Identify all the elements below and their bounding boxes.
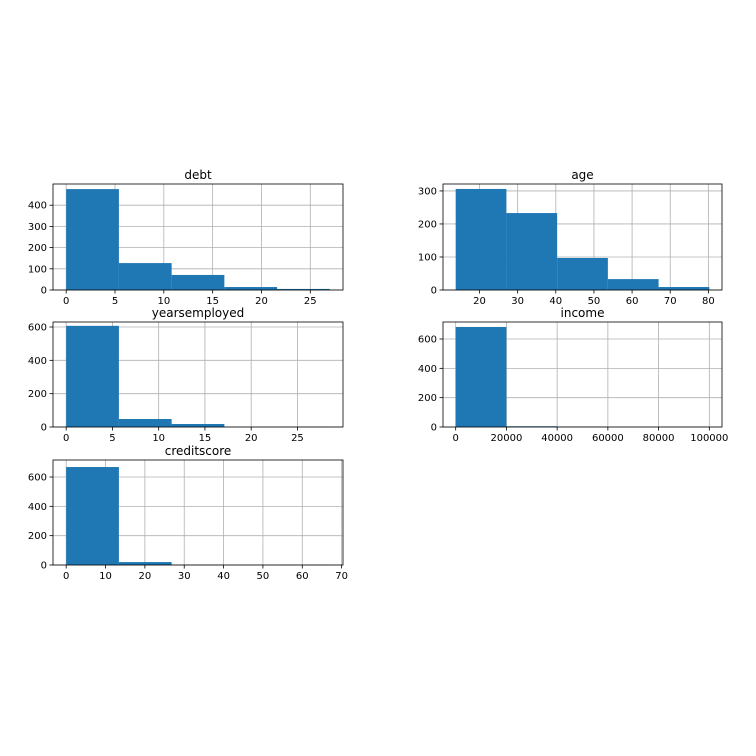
y-tick-label: 200 xyxy=(418,393,437,404)
x-tick-label: 0 xyxy=(63,296,69,307)
x-tick-label: 70 xyxy=(664,296,677,307)
bar xyxy=(171,424,225,427)
x-tick-label: 20 xyxy=(139,571,152,582)
x-tick-label: 5 xyxy=(109,433,115,444)
subplot-title: yearsemployed xyxy=(152,306,245,320)
axes-frame xyxy=(442,321,723,428)
axes-frame xyxy=(52,321,344,428)
subplot-title: creditscore xyxy=(165,444,232,458)
bar xyxy=(455,188,507,290)
x-tick-label: 40000 xyxy=(541,433,573,444)
x-tick-label: 10 xyxy=(152,433,165,444)
bar xyxy=(118,562,172,565)
y-tick-label: 600 xyxy=(28,323,47,334)
x-tick-label: 60000 xyxy=(592,433,624,444)
bar xyxy=(118,419,172,427)
bar xyxy=(66,189,119,290)
y-tick-label: 400 xyxy=(28,201,47,212)
y-tick-label: 400 xyxy=(418,364,437,375)
x-tick-label: 50 xyxy=(257,571,270,582)
x-tick-label: 25 xyxy=(291,433,304,444)
y-tick-label: 600 xyxy=(418,335,437,346)
bar xyxy=(277,288,330,290)
y-tick-label: 300 xyxy=(418,186,437,197)
bar xyxy=(506,213,558,290)
y-tick-label: 400 xyxy=(28,356,47,367)
x-tick-label: 20 xyxy=(473,296,486,307)
x-tick-label: 40 xyxy=(217,571,230,582)
subplot-title: age xyxy=(571,168,593,182)
bar xyxy=(455,326,507,427)
x-tick-label: 15 xyxy=(206,296,219,307)
y-tick-label: 0 xyxy=(41,286,47,297)
y-tick-label: 200 xyxy=(28,243,47,254)
x-tick-label: 20 xyxy=(255,296,268,307)
bar xyxy=(557,257,608,290)
x-tick-label: 25 xyxy=(304,296,317,307)
bar xyxy=(607,279,659,290)
y-tick-label: 200 xyxy=(418,219,437,230)
bar xyxy=(171,274,225,290)
y-tick-label: 100 xyxy=(418,252,437,263)
bar xyxy=(658,287,710,290)
x-tick-label: 80 xyxy=(702,296,715,307)
x-tick-label: 0 xyxy=(452,433,458,444)
y-tick-label: 100 xyxy=(28,264,47,275)
bar xyxy=(66,325,119,427)
subplot: 0 5 10 15 20 25 0 100 200 300 400 debt xyxy=(28,168,344,307)
x-tick-label: 5 xyxy=(112,296,118,307)
subplot: 20 30 40 50 60 70 80 0 100 200 300 age xyxy=(418,168,723,307)
axes-frame xyxy=(442,183,723,291)
y-tick-label: 0 xyxy=(431,286,437,297)
x-tick-label: 40 xyxy=(549,296,562,307)
y-tick-label: 200 xyxy=(28,389,47,400)
x-tick-label: 15 xyxy=(199,433,212,444)
bar xyxy=(66,467,119,565)
x-tick-label: 20000 xyxy=(491,433,523,444)
y-tick-label: 600 xyxy=(28,473,47,484)
x-tick-label: 10 xyxy=(157,296,170,307)
subplot-title: debt xyxy=(184,168,212,182)
y-tick-label: 0 xyxy=(41,561,47,572)
x-tick-label: 80000 xyxy=(643,433,675,444)
subplot: 0 20000 40000 60000 80000 100000 0 200 400 600 inc… xyxy=(418,306,729,444)
x-tick-label: 20 xyxy=(245,433,258,444)
y-tick-label: 400 xyxy=(28,502,47,513)
subplot-title: income xyxy=(561,306,605,320)
y-tick-label: 200 xyxy=(28,531,47,542)
axes-frame xyxy=(52,459,344,566)
axes-frame xyxy=(52,183,344,291)
subplot: 0 5 10 15 20 25 0 200 400 600 yearsemployed xyxy=(28,306,344,444)
y-tick-label: 300 xyxy=(28,222,47,233)
y-tick-label: 0 xyxy=(41,423,47,434)
x-tick-label: 100000 xyxy=(690,433,728,444)
bar xyxy=(224,287,278,290)
y-tick-label: 0 xyxy=(431,423,437,434)
x-tick-label: 30 xyxy=(178,571,191,582)
x-tick-label: 50 xyxy=(588,296,601,307)
x-tick-label: 0 xyxy=(63,433,69,444)
x-tick-label: 70 xyxy=(335,571,348,582)
bar xyxy=(118,263,172,290)
subplot: 0 10 20 30 40 50 60 70 0 200 400 600 creditscore xyxy=(28,444,348,582)
x-tick-label: 10 xyxy=(99,571,112,582)
x-tick-label: 0 xyxy=(63,571,69,582)
x-tick-label: 60 xyxy=(626,296,639,307)
x-tick-label: 60 xyxy=(296,571,309,582)
x-tick-label: 30 xyxy=(511,296,524,307)
